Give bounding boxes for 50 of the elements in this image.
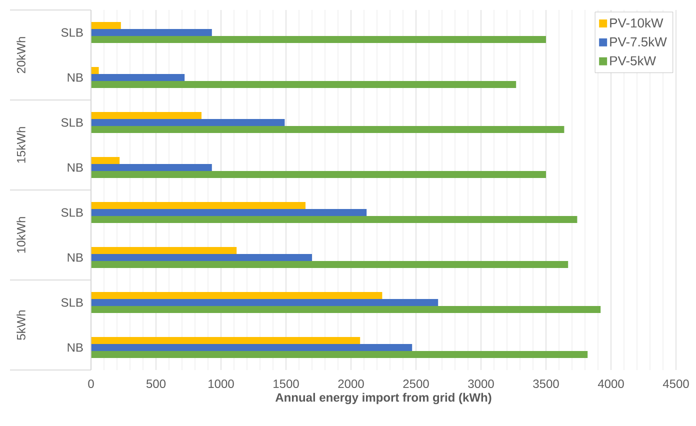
bar	[91, 171, 546, 178]
x-tick-label: 1000	[208, 380, 234, 388]
x-tick-label: 0	[88, 380, 94, 388]
bar	[91, 337, 360, 344]
bar	[91, 344, 412, 352]
bar	[91, 299, 438, 306]
text: 20kWh	[16, 37, 26, 74]
x-tick-label: 2500	[403, 380, 429, 388]
bar	[91, 292, 382, 300]
legend-label: PV-5kW	[610, 56, 656, 66]
y-tick-label: SLB	[61, 28, 83, 37]
x-tick-label: 4000	[598, 380, 624, 388]
bar	[91, 306, 601, 314]
bar	[91, 29, 212, 36]
bar	[91, 157, 120, 164]
y-tick-label: SLB	[61, 118, 83, 127]
text: 15kWh	[16, 127, 26, 163]
bar	[91, 22, 121, 30]
legend-label: PV-7.5kW	[610, 36, 667, 46]
x-axis-title: Annual energy import from grid (kWh)	[275, 392, 492, 404]
y-tick-label: NB	[68, 253, 83, 262]
bar	[91, 126, 564, 134]
bar	[91, 209, 367, 216]
bar	[91, 254, 312, 262]
y-tick-label: SLB	[61, 208, 83, 217]
bar	[91, 67, 99, 74]
x-tick-label: 3000	[468, 380, 494, 388]
x-tick-label: 4500	[662, 380, 689, 388]
bar	[91, 216, 578, 224]
bar	[91, 81, 516, 88]
y-tick-label: NB	[68, 73, 83, 82]
y-tick-label: NB	[68, 343, 83, 352]
bar	[91, 202, 306, 210]
bar	[91, 261, 568, 268]
x-tick-label: 3500	[533, 380, 559, 388]
text: 5kWh	[16, 310, 26, 340]
x-tick-label: 1500	[274, 380, 299, 388]
bar	[91, 351, 588, 358]
bar	[91, 36, 546, 44]
y-tick-label: NB	[68, 163, 83, 172]
legend-label: PV-10kW	[610, 18, 664, 28]
bar	[91, 247, 237, 254]
bar	[91, 119, 285, 126]
x-tick-label: 2000	[338, 380, 364, 388]
y-tick-label: SLB	[61, 298, 83, 307]
text: 10kWh	[16, 217, 26, 253]
bar	[91, 112, 202, 120]
bar	[91, 74, 185, 82]
x-tick-label: 500	[146, 380, 166, 388]
bar	[91, 164, 212, 172]
